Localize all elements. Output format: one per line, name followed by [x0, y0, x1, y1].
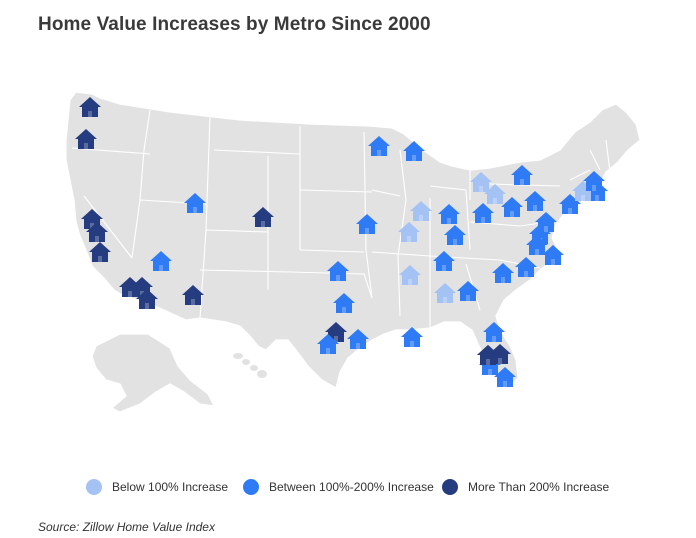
house-marker-san-antonio — [317, 334, 339, 354]
state-border-line — [589, 149, 601, 171]
contiguous-us-shape — [65, 91, 641, 389]
house-marker-houston — [347, 329, 369, 349]
chart-title: Home Value Increases by Metro Since 2000 — [38, 14, 431, 35]
house-marker-rochester — [524, 191, 546, 211]
house-marker-jacksonville — [494, 367, 516, 387]
house-marker-nashville — [433, 251, 455, 271]
house-marker-baltimore — [535, 212, 557, 232]
house-marker-richmond — [526, 235, 548, 255]
legend-label: Between 100%-200% Increase — [269, 480, 434, 494]
alaska-shape — [91, 333, 216, 413]
house-marker-seattle-area — [79, 97, 101, 117]
state-border-line — [299, 249, 365, 253]
house-marker-indianapolis — [438, 204, 460, 224]
house-marker-milwaukee — [403, 141, 425, 161]
metro-markers — [75, 97, 608, 387]
house-marker-raleigh — [515, 257, 537, 277]
state-border-line — [363, 131, 373, 299]
house-marker-louisville — [444, 225, 466, 245]
house-marker-new-orleans — [401, 327, 423, 347]
state-border-line — [213, 149, 301, 155]
house-marker-virginia-beach — [542, 245, 564, 265]
state-border-line — [605, 139, 611, 173]
state-border-line — [199, 269, 291, 273]
house-marker-birmingham — [434, 283, 456, 303]
house-marker-cleveland — [484, 184, 506, 204]
house-marker-dallas — [333, 293, 355, 313]
state-border-line — [371, 189, 401, 197]
legend: Below 100% Increase Between 100%-200% In… — [0, 476, 696, 498]
hawaii-island — [242, 359, 250, 365]
state-border-line — [569, 169, 591, 181]
house-marker-minneapolis — [368, 136, 390, 156]
hawaii-island — [257, 370, 267, 378]
house-marker-detroit — [470, 172, 492, 192]
house-marker-columbus — [472, 203, 494, 223]
house-marker-salt-lake-city — [184, 193, 206, 213]
legend-swatch — [86, 479, 102, 495]
house-marker-st-louis — [398, 222, 420, 242]
house-marker-denver — [252, 207, 274, 227]
house-marker-portland-area — [75, 129, 97, 149]
house-marker-austin — [325, 322, 347, 342]
state-border-line — [83, 195, 133, 259]
house-marker-chicago — [410, 201, 432, 221]
house-marker-oklahoma-city — [327, 261, 349, 281]
hawaii-island — [233, 353, 243, 359]
house-marker-san-diego — [136, 289, 158, 309]
house-marker-las-vegas — [150, 251, 172, 271]
legend-label: More Than 200% Increase — [468, 480, 610, 494]
house-marker-orlando — [483, 322, 505, 342]
state-border-line — [131, 109, 151, 259]
house-marker-central-california — [89, 242, 111, 262]
house-marker-miami — [477, 345, 499, 365]
legend-label: Below 100% Increase — [112, 480, 229, 494]
house-marker-bay-area-2 — [86, 222, 108, 242]
state-border-line — [397, 255, 401, 317]
house-marker-phoenix — [182, 285, 204, 305]
land-layer — [65, 91, 641, 413]
hawaii-island — [250, 365, 258, 371]
house-marker-harrisburg — [559, 194, 581, 214]
house-marker-memphis — [399, 265, 421, 285]
legend-swatch — [243, 479, 259, 495]
house-marker-buffalo — [511, 165, 533, 185]
source-note: Source: Zillow Home Value Index — [38, 520, 215, 534]
state-border-line — [299, 189, 373, 193]
house-marker-kansas-city — [356, 214, 378, 234]
state-border-line — [205, 229, 269, 233]
state-border-line — [371, 251, 431, 257]
house-marker-charlotte — [492, 263, 514, 283]
state-border-line — [397, 149, 407, 257]
state-border-line — [429, 185, 471, 251]
house-marker-atlanta — [457, 281, 479, 301]
state-border-line — [289, 271, 373, 299]
house-marker-boston — [583, 171, 605, 191]
legend-swatch — [442, 479, 458, 495]
house-marker-bay-area-1 — [81, 209, 103, 229]
house-marker-pittsburgh — [501, 197, 523, 217]
